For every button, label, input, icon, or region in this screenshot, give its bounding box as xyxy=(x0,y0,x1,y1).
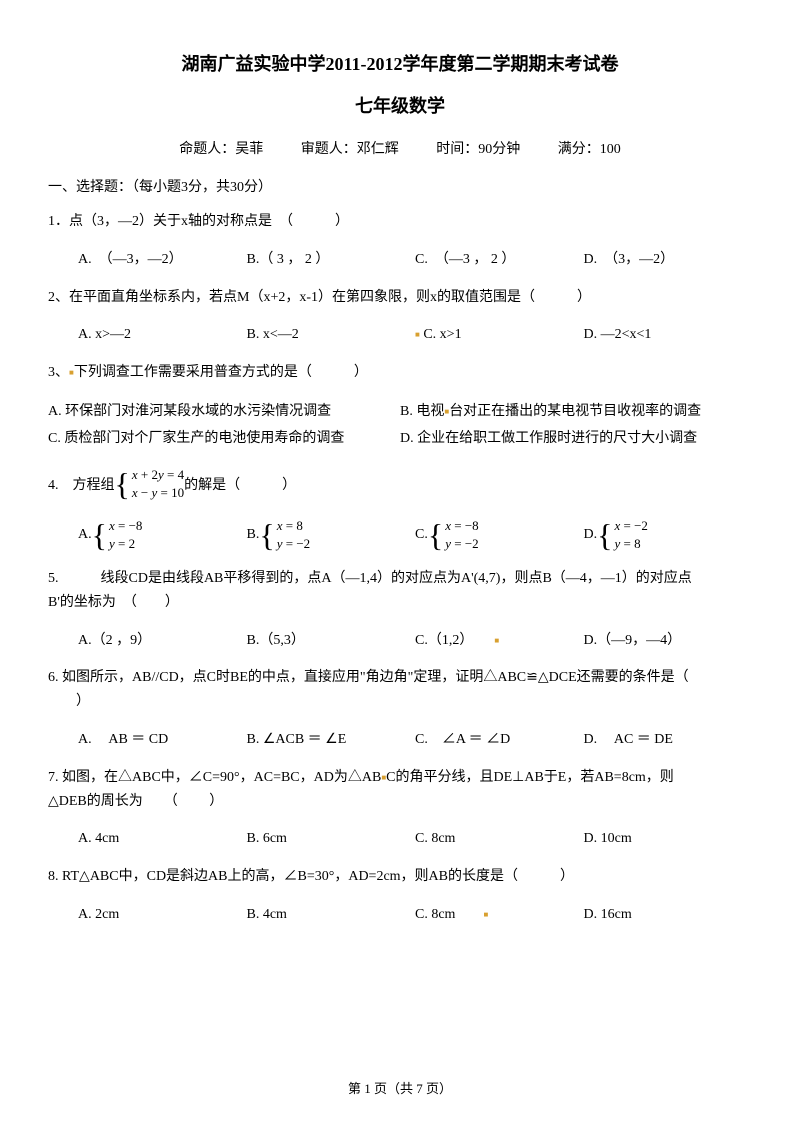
q4-eq1: x + 2y = 4 xyxy=(132,466,184,484)
q7-option-c: C. 8cm xyxy=(415,827,584,851)
q5-line1: 5. 线段CD是由线段AB平移得到的，点A（—1,4）的对应点为A'(4,7)，… xyxy=(48,567,752,591)
q4-option-b: B. { x = 8 y = −2 xyxy=(247,517,416,553)
q4-a-label: A. xyxy=(78,527,92,543)
question-1: 1．点（3，—2）关于x轴的对称点是 （ ） xyxy=(48,210,752,234)
question-4-options: A. { x = −8 y = 2 B. { x = 8 y = −2 C. {… xyxy=(48,517,752,553)
exam-info: 命题人：吴菲 审题人：邓仁辉 时间：90分钟 满分：100 xyxy=(48,138,752,158)
reviewer: 审题人：邓仁辉 xyxy=(301,142,399,157)
q5-option-a: A.（2 ，9） xyxy=(78,629,247,653)
q2-option-d: D. —2<x<1 xyxy=(584,323,753,347)
dot-icon: ■ xyxy=(483,910,488,919)
dot-icon: ■ xyxy=(415,330,420,339)
question-4: 4. 方程组 { x + 2y = 4 x − y = 10 的解是（ ） xyxy=(48,466,752,502)
q5-option-c: C.（1,2） ■ xyxy=(415,629,584,653)
q4-option-c: C. { x = −8 y = −2 xyxy=(415,517,584,553)
question-1-options: A. （—3，—2） B.（ 3 ， 2 ） C. （—3 ， 2 ） D. （… xyxy=(48,248,752,272)
q5-line2: B'的坐标为 （ ） xyxy=(48,591,752,615)
q5-option-d: D.（—9，—4） xyxy=(584,629,753,653)
q4-eq2: x − y = 10 xyxy=(132,484,184,502)
dot-icon: ■ xyxy=(494,636,499,645)
question-3-options: A. 环保部门对淮河某段水域的水污染情况调查 B. 电视■台对正在播出的某电视节… xyxy=(48,399,752,452)
q3-option-c: C. 质检部门对个厂家生产的电池使用寿命的调查 xyxy=(48,426,400,453)
question-5-options: A.（2 ，9） B.（5,3） C.（1,2） ■ D.（—9，—4） xyxy=(48,629,752,653)
question-7-options: A. 4cm B. 6cm C. 8cm D. 10cm xyxy=(48,827,752,851)
q6-option-b: B. ∠ACB ＝ ∠E xyxy=(247,728,416,752)
q7-option-a: A. 4cm xyxy=(78,827,247,851)
q6-option-d: D. AC ＝ DE xyxy=(584,728,753,752)
q4-prefix: 4. 方程组 xyxy=(48,474,115,494)
question-2: 2、在平面直角坐标系内，若点M（x+2，x-1）在第四象限，则x的取值范围是（ … xyxy=(48,286,752,310)
q4-d-eq2: y = 8 xyxy=(614,535,647,553)
q1-option-a: A. （—3，—2） xyxy=(78,248,247,272)
q7-option-b: B. 6cm xyxy=(247,827,416,851)
q1-option-b: B.（ 3 ， 2 ） xyxy=(247,248,416,272)
q4-a-eq1: x = −8 xyxy=(109,517,142,535)
q4-suffix: 的解是（ ） xyxy=(184,474,296,494)
q7-line2: △DEB的周长为 （ ） xyxy=(48,790,752,814)
question-5: 5. 线段CD是由线段AB平移得到的，点A（—1,4）的对应点为A'(4,7)，… xyxy=(48,567,752,615)
q8-option-d: D. 16cm xyxy=(584,903,753,927)
q7-line1: 7. 如图，在△ABC中，∠C=90°，AC=BC，AD为△AB■C的角平分线，… xyxy=(48,766,752,790)
dot-icon: ■ xyxy=(444,407,449,416)
q4-c-eq1: x = −8 xyxy=(445,517,478,535)
dot-icon: ■ xyxy=(381,773,386,782)
brace-icon: { xyxy=(115,468,130,500)
q1-option-d: D. （3，—2） xyxy=(584,248,753,272)
q2-c-text: C. x>1 xyxy=(423,327,461,342)
author: 命题人：吴菲 xyxy=(179,142,263,157)
question-2-options: A. x>—2 B. x<—2 ■ C. x>1 D. —2<x<1 xyxy=(48,323,752,347)
q4-b-label: B. xyxy=(247,527,260,543)
q4-equation-system: { x + 2y = 4 x − y = 10 xyxy=(115,466,185,502)
question-6: 6. 如图所示，AB//CD，点C时BE的中点，直接应用"角边角"定理，证明△A… xyxy=(48,666,752,714)
exam-title-main: 湖南广益实验中学2011-2012学年度第二学期期末考试卷 xyxy=(48,50,752,76)
q4-option-a: A. { x = −8 y = 2 xyxy=(78,517,247,553)
q4-b-eq1: x = 8 xyxy=(277,517,310,535)
q4-option-d: D. { x = −2 y = 8 xyxy=(584,517,753,553)
question-3: 3、■下列调查工作需要采用普查方式的是（ ） xyxy=(48,361,752,385)
q3-option-d: D. 企业在给职工做工作服时进行的尺寸大小调查 xyxy=(400,426,752,453)
q6-line2: ） xyxy=(48,690,752,714)
brace-icon: { xyxy=(259,519,274,551)
question-6-options: A. AB ＝ CD B. ∠ACB ＝ ∠E C. ∠A ＝ ∠D D. AC… xyxy=(48,728,752,752)
q2-option-a: A. x>—2 xyxy=(78,323,247,347)
q8-option-a: A. 2cm xyxy=(78,903,247,927)
question-7: 7. 如图，在△ABC中，∠C=90°，AC=BC，AD为△AB■C的角平分线，… xyxy=(48,766,752,814)
question-8: 8. RT△ABC中，CD是斜边AB上的高，∠B=30°，AD=2cm，则AB的… xyxy=(48,865,752,889)
page-footer: 第 1 页（共 7 页） xyxy=(0,1078,800,1097)
brace-icon: { xyxy=(597,519,612,551)
brace-icon: { xyxy=(428,519,443,551)
q6-option-a: A. AB ＝ CD xyxy=(78,728,247,752)
score: 满分：100 xyxy=(558,142,621,157)
q1-option-c: C. （—3 ， 2 ） xyxy=(415,248,584,272)
q2-option-c: ■ C. x>1 xyxy=(415,323,584,347)
q3-option-b: B. 电视■台对正在播出的某电视节目收视率的调查 xyxy=(400,399,752,426)
q4-c-label: C. xyxy=(415,527,428,543)
q3-option-a: A. 环保部门对淮河某段水域的水污染情况调查 xyxy=(48,399,400,426)
q6-option-c: C. ∠A ＝ ∠D xyxy=(415,728,584,752)
q4-d-eq1: x = −2 xyxy=(614,517,647,535)
q4-d-label: D. xyxy=(584,527,598,543)
q5-option-b: B.（5,3） xyxy=(247,629,416,653)
dot-icon: ■ xyxy=(69,368,74,377)
q4-b-eq2: y = −2 xyxy=(277,535,310,553)
time: 时间：90分钟 xyxy=(436,142,520,157)
q8-option-b: B. 4cm xyxy=(247,903,416,927)
q4-a-eq2: y = 2 xyxy=(109,535,142,553)
brace-icon: { xyxy=(92,519,107,551)
q8-option-c: C. 8cm ■ xyxy=(415,903,584,927)
q2-option-b: B. x<—2 xyxy=(247,323,416,347)
exam-title-sub: 七年级数学 xyxy=(48,92,752,118)
q4-c-eq2: y = −2 xyxy=(445,535,478,553)
q7-option-d: D. 10cm xyxy=(584,827,753,851)
q6-line1: 6. 如图所示，AB//CD，点C时BE的中点，直接应用"角边角"定理，证明△A… xyxy=(48,666,752,690)
question-8-options: A. 2cm B. 4cm C. 8cm ■ D. 16cm xyxy=(48,903,752,927)
section-1-header: 一、选择题：（每小题3分，共30分） xyxy=(48,176,752,196)
